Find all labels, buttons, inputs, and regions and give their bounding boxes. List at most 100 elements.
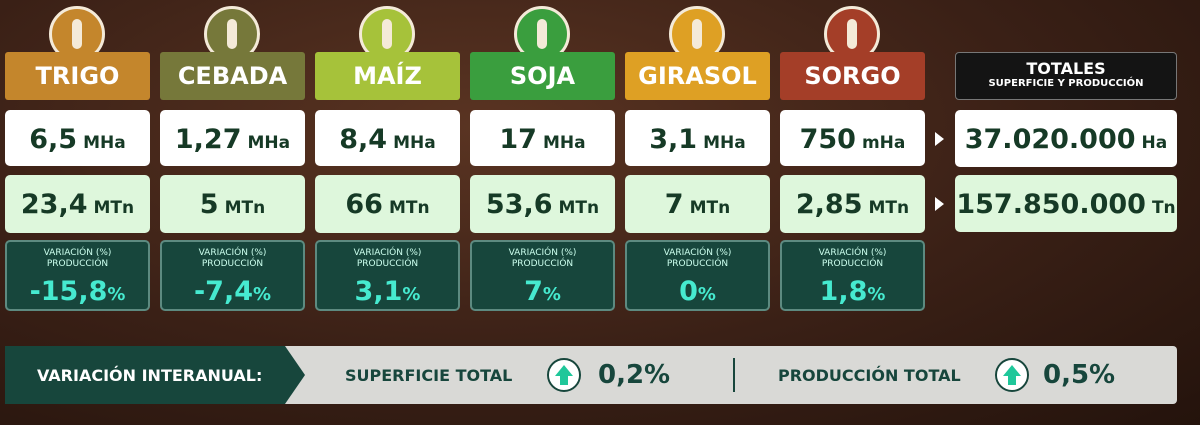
variation-sublabel: PRODUCCIÓN	[201, 259, 264, 269]
arrow	[935, 132, 944, 146]
variation-number: 3,1	[354, 276, 403, 307]
area-box: 8,4 MHa	[315, 110, 460, 166]
arrow	[935, 197, 944, 211]
footer-item-label: SUPERFICIE TOTAL	[345, 366, 513, 385]
variation-label: VARIACIÓN (%)	[818, 248, 887, 258]
variation-sublabel: PRODUCCIÓN	[356, 259, 419, 269]
crop-name: TRIGO	[5, 52, 150, 100]
area-value: 750	[799, 124, 856, 155]
production-unit: MTn	[868, 198, 910, 218]
totals-value: 37.020.000	[964, 124, 1136, 155]
variation-unit: %	[402, 284, 421, 305]
up-arrow	[555, 365, 573, 376]
variation-number: 1,8	[819, 276, 868, 307]
variation-box: VARIACIÓN (%) PRODUCCIÓN 3,1%	[315, 240, 460, 311]
variation-box: VARIACIÓN (%) PRODUCCIÓN 1,8%	[780, 240, 925, 311]
production-unit: MTn	[558, 198, 600, 218]
icon-glyph	[227, 19, 237, 49]
production-value: 53,6	[485, 189, 553, 220]
totals-value: 157.850.000	[956, 189, 1146, 220]
crop-name: CEBADA	[160, 52, 305, 100]
variation-box: VARIACIÓN (%) PRODUCCIÓN 7%	[470, 240, 615, 311]
variation-value: 7%	[472, 276, 613, 307]
icon-glyph	[847, 19, 857, 49]
production-value: 7	[664, 189, 684, 220]
variation-label: VARIACIÓN (%)	[43, 248, 112, 258]
area-box: 17 MHa	[470, 110, 615, 166]
production-value: 66	[345, 189, 383, 220]
variation-box: VARIACIÓN (%) PRODUCCIÓN 0%	[625, 240, 770, 311]
area-value: 3,1	[649, 124, 698, 155]
production-unit: MTn	[93, 198, 135, 218]
variation-label: VARIACIÓN (%)	[353, 248, 422, 258]
variation-value: 1,8%	[782, 276, 923, 307]
totals-unit: Ha	[1141, 133, 1168, 153]
totals-subtitle: SUPERFICIE Y PRODUCCIÓN	[988, 78, 1144, 89]
up-stem	[1008, 375, 1016, 385]
up-arrow	[1003, 365, 1021, 376]
production-unit: MTn	[388, 198, 430, 218]
icon-glyph	[72, 19, 82, 49]
variation-sublabel: PRODUCCIÓN	[666, 259, 729, 269]
up-stem	[560, 375, 568, 385]
variation-unit: %	[253, 284, 272, 305]
up-icon	[547, 358, 581, 392]
footer-item-label: PRODUCCIÓN TOTAL	[778, 366, 961, 385]
area-box: 1,27 MHa	[160, 110, 305, 166]
area-unit: MHa	[393, 133, 436, 153]
footer-item-value: 0,5%	[1043, 360, 1116, 390]
variation-number: -7,4	[193, 276, 253, 307]
totals-unit: Tn	[1151, 198, 1176, 218]
variation-value: -7,4%	[162, 276, 303, 307]
variation-unit: %	[697, 284, 716, 305]
area-box: 750 mHa	[780, 110, 925, 166]
variation-unit: %	[107, 284, 126, 305]
variation-label: VARIACIÓN (%)	[663, 248, 732, 258]
totals-title: TOTALES	[1026, 59, 1106, 78]
icon-glyph	[382, 19, 392, 49]
variation-sublabel: PRODUCCIÓN	[821, 259, 884, 269]
icon-glyph	[692, 19, 702, 49]
variation-box: VARIACIÓN (%) PRODUCCIÓN -7,4%	[160, 240, 305, 311]
production-value: 5	[199, 189, 219, 220]
crop-name: GIRASOL	[625, 52, 770, 100]
production-unit: MTn	[224, 198, 266, 218]
variation-number: -15,8	[29, 276, 108, 307]
variation-unit: %	[542, 284, 561, 305]
area-box: 3,1 MHa	[625, 110, 770, 166]
area-value: 17	[499, 124, 537, 155]
crop-name: SOJA	[470, 52, 615, 100]
variation-value: -15,8%	[7, 276, 148, 307]
variation-label: VARIACIÓN (%)	[508, 248, 577, 258]
area-unit: MHa	[542, 133, 586, 153]
totals-header: TOTALES SUPERFICIE Y PRODUCCIÓN	[955, 52, 1177, 100]
icon-glyph	[537, 19, 547, 49]
variation-sublabel: PRODUCCIÓN	[46, 259, 109, 269]
production-box: 23,4 MTn	[5, 175, 150, 233]
totals-area: 37.020.000 Ha	[955, 110, 1177, 167]
area-value: 1,27	[174, 124, 242, 155]
footer-label: VARIACIÓN INTERANUAL:	[5, 346, 305, 404]
variation-value: 3,1%	[317, 276, 458, 307]
production-box: 2,85 MTn	[780, 175, 925, 233]
variation-label: VARIACIÓN (%)	[198, 248, 267, 258]
production-value: 2,85	[795, 189, 863, 220]
footer-divider	[733, 358, 735, 392]
variation-number: 0	[679, 276, 698, 307]
variation-number: 7	[524, 276, 543, 307]
production-box: 7 MTn	[625, 175, 770, 233]
variation-unit: %	[867, 284, 886, 305]
variation-box: VARIACIÓN (%) PRODUCCIÓN -15,8%	[5, 240, 150, 311]
crop-name: SORGO	[780, 52, 925, 100]
area-value: 6,5	[29, 124, 78, 155]
area-box: 6,5 MHa	[5, 110, 150, 166]
variation-sublabel: PRODUCCIÓN	[511, 259, 574, 269]
area-unit: MHa	[83, 133, 126, 153]
crop-name: MAÍZ	[315, 52, 460, 100]
variation-value: 0%	[627, 276, 768, 307]
area-unit: mHa	[861, 133, 906, 153]
production-box: 66 MTn	[315, 175, 460, 233]
area-unit: MHa	[703, 133, 746, 153]
area-value: 8,4	[339, 124, 388, 155]
